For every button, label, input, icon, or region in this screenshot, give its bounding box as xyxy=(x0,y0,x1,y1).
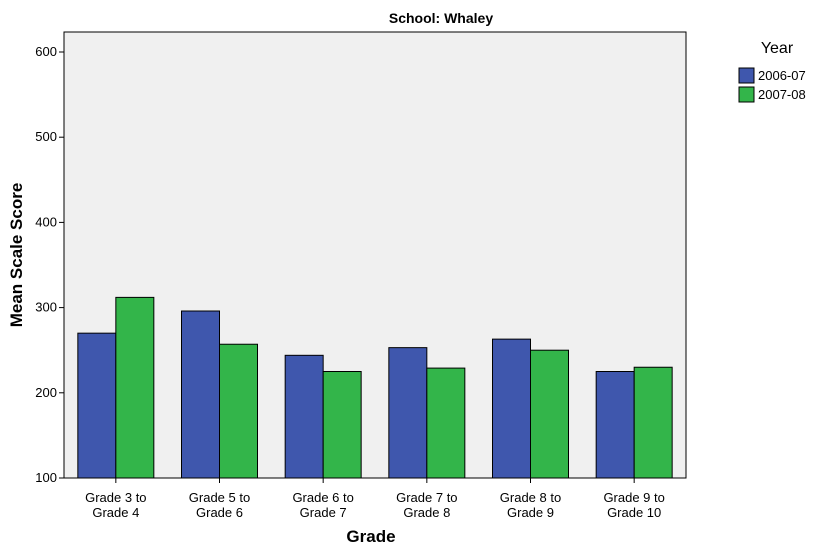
bar-2006-07-0 xyxy=(77,332,117,479)
x-tick-label: Grade 9 to xyxy=(603,490,664,505)
bar-2006-07-5 xyxy=(595,371,635,479)
y-tick-label: 200 xyxy=(35,385,57,400)
y-axis: 100 200 300 400 500 600 xyxy=(35,44,64,485)
x-tick-label: Grade 9 xyxy=(507,505,554,520)
bar-2007-08-1 xyxy=(219,343,258,479)
legend-label-2006-07: 2006-07 xyxy=(758,68,806,83)
x-tick-label: Grade 7 xyxy=(300,505,347,520)
legend: Year 2006-07 2007-08 xyxy=(738,40,806,103)
bar-2006-07-1 xyxy=(181,310,220,479)
legend-swatch-2007-08 xyxy=(738,86,755,103)
bar-2007-08-5 xyxy=(633,366,673,479)
bar-2007-08-4 xyxy=(530,349,569,479)
x-tick-label: Grade 8 to xyxy=(500,490,561,505)
y-tick-label: 400 xyxy=(35,214,57,229)
x-tick-label: Grade 8 xyxy=(403,505,450,520)
plot-area xyxy=(63,31,687,479)
x-tick-label: Grade 6 to xyxy=(292,490,353,505)
bar-2007-08-0 xyxy=(115,296,155,479)
y-tick-label: 500 xyxy=(35,129,57,144)
bar-2007-08-3 xyxy=(426,367,466,479)
y-tick-label: 100 xyxy=(35,470,57,485)
bar-2006-07-4 xyxy=(492,338,531,479)
bar-2007-08-2 xyxy=(322,371,362,479)
x-tick-label: Grade 3 to xyxy=(85,490,146,505)
y-tick-label: 300 xyxy=(35,300,57,315)
x-axis-title: Grade xyxy=(346,527,395,546)
bar-2006-07-2 xyxy=(284,354,324,479)
bar-2006-07-3 xyxy=(388,347,428,479)
y-tick-label: 600 xyxy=(35,44,57,59)
legend-title: Year xyxy=(761,40,794,57)
x-tick-label: Grade 10 xyxy=(607,505,661,520)
x-tick-label: Grade 6 xyxy=(196,505,243,520)
y-axis-title: Mean Scale Score xyxy=(7,183,26,328)
x-tick-label: Grade 5 to xyxy=(189,490,250,505)
bars xyxy=(77,296,673,479)
x-tick-label: Grade 7 to xyxy=(396,490,457,505)
legend-swatch-2006-07 xyxy=(738,67,755,84)
x-tick-label: Grade 4 xyxy=(92,505,139,520)
legend-label-2007-08: 2007-08 xyxy=(758,87,806,102)
chart-title: School: Whaley xyxy=(389,10,493,26)
